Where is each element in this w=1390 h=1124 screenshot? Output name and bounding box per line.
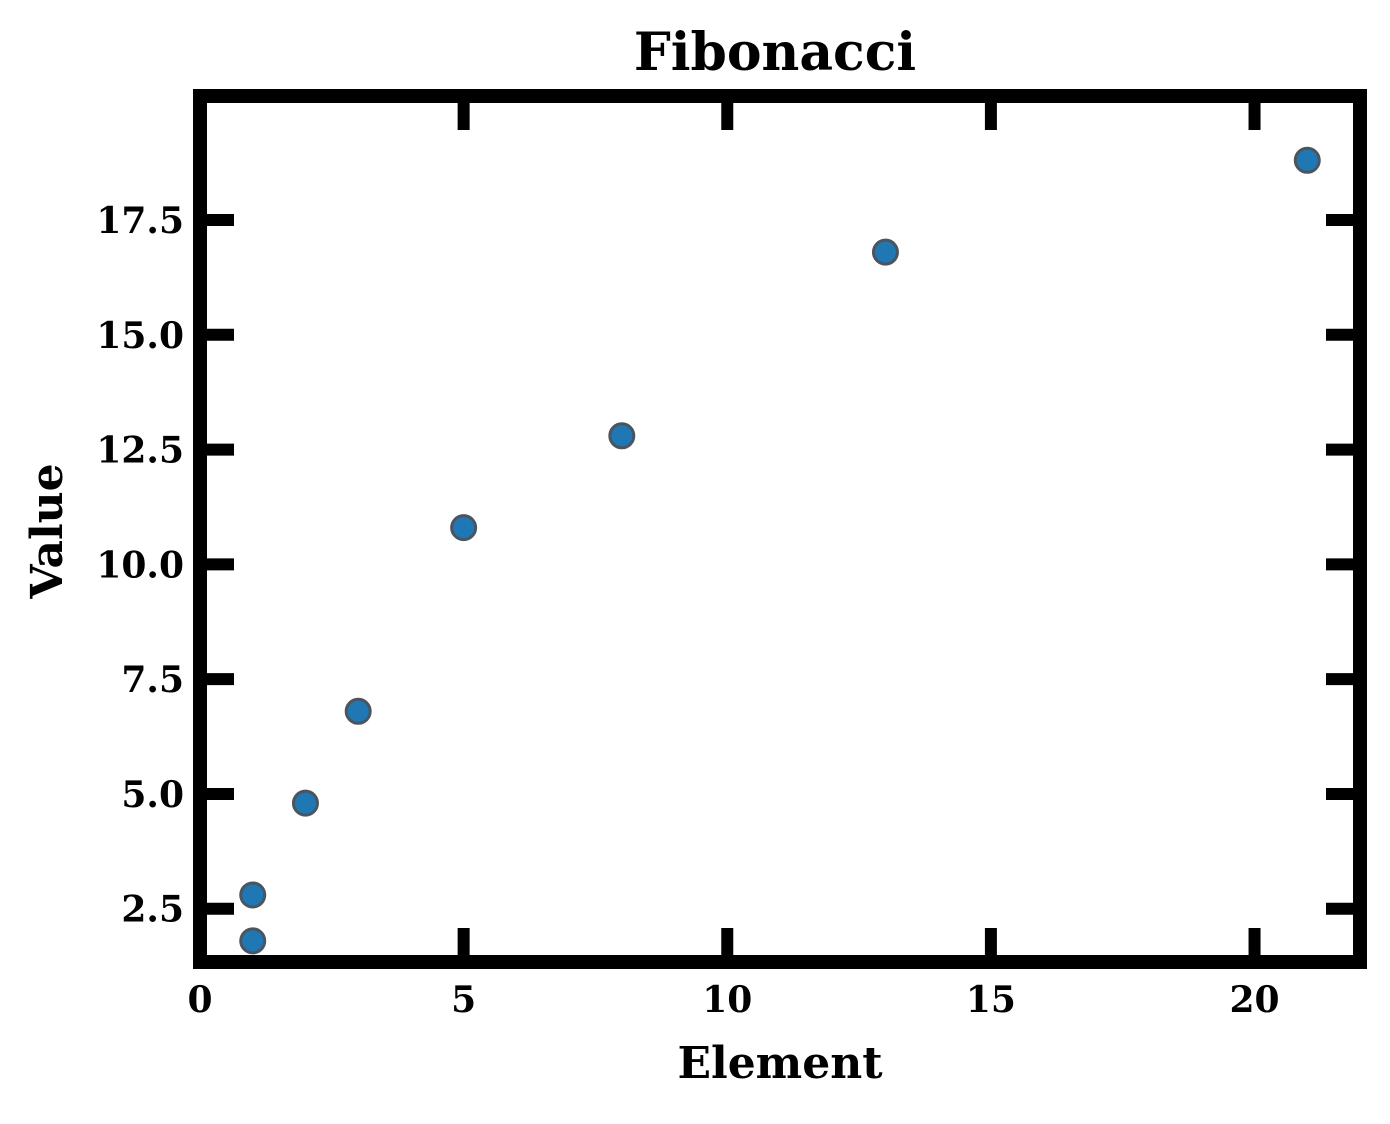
data-point (450, 514, 478, 542)
x-axis-label: Element (677, 1038, 883, 1089)
y-tick-label: 2.5 (121, 889, 184, 931)
axis-ticks (194, 96, 1360, 962)
y-tick-label: 7.5 (121, 659, 184, 701)
data-point (871, 238, 899, 266)
axis-tick-labels: 0 5 10 15 20 2.5 5.0 7.5 10.0 12.5 15.0 17.5 (96, 200, 1279, 1021)
plot-frame (193, 89, 1367, 969)
x-tick-label: 0 (187, 979, 212, 1021)
y-tick-label: 15.0 (96, 315, 184, 357)
scatter-points (239, 146, 1321, 955)
data-point (344, 697, 372, 725)
x-tick-label: 15 (966, 979, 1016, 1021)
chart-title: Fibonacci (634, 22, 916, 83)
x-tick-label: 5 (451, 979, 476, 1021)
y-tick-label: 5.0 (121, 774, 184, 816)
data-point (1293, 146, 1321, 174)
y-tick-label: 17.5 (96, 200, 184, 242)
y-axis-label: Value (22, 463, 73, 599)
x-tick-label: 20 (1229, 979, 1279, 1021)
y-tick-label: 10.0 (96, 544, 184, 586)
x-tick-label: 10 (702, 979, 752, 1021)
data-point (239, 927, 267, 955)
data-point (239, 881, 267, 909)
data-point (291, 789, 319, 817)
data-point (608, 422, 636, 450)
y-tick-label: 12.5 (96, 430, 184, 472)
